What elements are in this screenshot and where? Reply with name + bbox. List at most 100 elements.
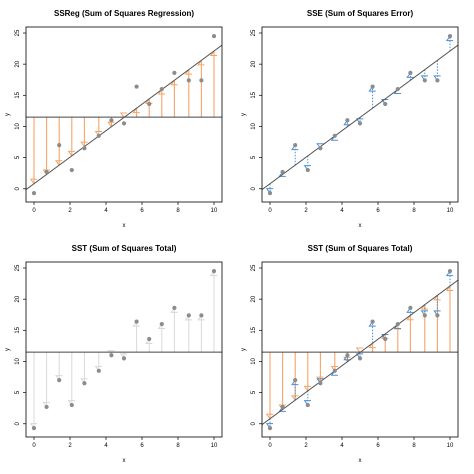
x-axis-label: x xyxy=(359,458,362,464)
data-point xyxy=(211,34,217,39)
x-tick-label: 8 xyxy=(176,443,180,449)
y-tick-label: 0 xyxy=(15,421,21,425)
data-point xyxy=(121,121,127,126)
data-point xyxy=(332,133,337,138)
data-point xyxy=(57,143,62,148)
x-tick-label: 6 xyxy=(376,208,380,214)
x-tick-label: 10 xyxy=(447,443,454,449)
regression-arrow xyxy=(29,178,38,185)
data-point xyxy=(44,404,49,410)
regression-arrow xyxy=(265,413,274,420)
plot-area xyxy=(262,269,458,431)
regression-arrow xyxy=(197,60,205,66)
regression-line xyxy=(26,44,222,191)
data-point xyxy=(293,143,298,148)
data-point xyxy=(422,78,427,83)
x-tick-label: 10 xyxy=(211,443,218,449)
y-tick-label: 10 xyxy=(251,357,257,364)
regression-arrow xyxy=(132,107,140,114)
x-tick-label: 2 xyxy=(68,443,72,449)
plot-frame xyxy=(261,261,459,438)
data-point xyxy=(57,378,62,383)
regression-arrow xyxy=(316,376,324,382)
y-tick-label: 20 xyxy=(15,295,21,302)
data-point xyxy=(186,313,191,318)
data-point xyxy=(383,336,388,342)
chart-title: SST (Sum of Squares Total) xyxy=(72,244,177,253)
chart-title: SSE (Sum of Squares Error) xyxy=(307,9,414,18)
data-point xyxy=(44,169,49,175)
data-point xyxy=(370,319,375,324)
plot-frame xyxy=(25,26,223,203)
x-tick-label: 0 xyxy=(32,443,36,449)
plot-area xyxy=(262,34,458,196)
x-tick-label: 2 xyxy=(68,208,72,214)
data-point xyxy=(211,269,217,274)
data-point xyxy=(435,313,440,318)
y-axis-label: y xyxy=(241,113,247,116)
data-point xyxy=(293,378,298,383)
data-point xyxy=(82,146,87,151)
data-point xyxy=(408,305,413,310)
data-point xyxy=(69,167,74,173)
data-point xyxy=(109,353,114,358)
data-point xyxy=(395,321,400,327)
x-axis-label: x xyxy=(123,458,126,464)
y-tick-label: 20 xyxy=(251,295,257,302)
data-point xyxy=(96,133,101,138)
data-point xyxy=(357,356,363,361)
regression-arrow xyxy=(445,285,454,292)
data-point xyxy=(69,402,74,408)
x-tick-label: 6 xyxy=(376,443,380,449)
data-point xyxy=(31,426,37,431)
y-tick-label: 15 xyxy=(15,326,21,333)
x-tick-label: 2 xyxy=(304,208,308,214)
data-point xyxy=(435,78,440,83)
regression-arrow xyxy=(55,160,63,166)
x-tick-label: 8 xyxy=(412,443,416,449)
regression-arrow xyxy=(343,356,351,363)
y-tick-label: 5 xyxy=(251,155,257,159)
x-tick-label: 2 xyxy=(304,443,308,449)
y-tick-label: 15 xyxy=(15,91,21,98)
data-point xyxy=(447,269,453,274)
y-tick-label: 25 xyxy=(251,29,257,36)
x-tick-label: 4 xyxy=(104,208,108,214)
x-axis-label: x xyxy=(359,223,362,229)
regression-arrow xyxy=(107,121,115,128)
y-axis-label: y xyxy=(5,348,11,351)
data-point xyxy=(422,313,427,318)
y-tick-label: 25 xyxy=(251,264,257,271)
data-point xyxy=(267,426,273,431)
regression-line xyxy=(262,279,458,426)
regression-arrow xyxy=(368,342,376,349)
y-tick-label: 0 xyxy=(251,421,257,425)
panel-sst: SST (Sum of Squares Total) x y 0 2 4 6 8 10 0 5 10 1… xyxy=(5,244,223,464)
data-point xyxy=(121,356,127,361)
data-point xyxy=(332,368,337,373)
y-tick-label: 20 xyxy=(251,60,257,67)
regression-arrow xyxy=(303,385,311,392)
y-tick-label: 5 xyxy=(15,390,21,394)
regression-line xyxy=(262,44,458,191)
data-point xyxy=(280,169,285,175)
data-point xyxy=(345,118,350,123)
data-point xyxy=(305,167,310,173)
x-tick-label: 10 xyxy=(447,208,454,214)
data-point xyxy=(383,101,388,107)
y-tick-label: 0 xyxy=(251,186,257,190)
y-tick-label: 20 xyxy=(15,60,21,67)
data-point xyxy=(82,381,87,386)
x-tick-label: 0 xyxy=(268,208,272,214)
x-tick-label: 0 xyxy=(268,443,272,449)
data-point xyxy=(370,84,375,89)
data-point xyxy=(147,336,152,342)
x-tick-label: 4 xyxy=(340,443,344,449)
x-tick-label: 0 xyxy=(32,208,36,214)
plot-frame xyxy=(25,261,223,438)
plot-frame xyxy=(261,26,459,203)
data-point xyxy=(318,146,323,151)
x-tick-label: 4 xyxy=(104,443,108,449)
data-point xyxy=(318,381,323,386)
